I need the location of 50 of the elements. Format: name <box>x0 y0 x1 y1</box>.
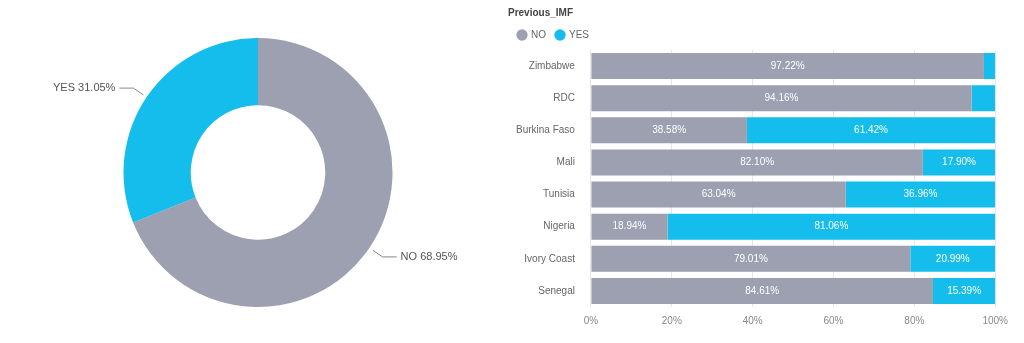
data-label: 97.22% <box>770 59 805 71</box>
bar <box>591 245 911 272</box>
data-label: 82.10% <box>740 156 775 168</box>
x-tick-label: 20% <box>661 314 682 326</box>
slice-label: YES <box>53 81 76 94</box>
y-tick-label: RDC <box>553 91 575 103</box>
bar <box>591 277 933 304</box>
data-label: 81.06% <box>814 220 849 232</box>
data-label: 63.04% <box>701 188 736 200</box>
data-label: 68.95% <box>420 249 458 262</box>
x-tick-label: 60% <box>823 314 844 326</box>
data-label: 17.90% <box>942 156 977 168</box>
bar <box>845 181 996 208</box>
y-tick-label: Zimbabwe <box>528 59 576 71</box>
data-label: 36.96% <box>903 188 938 200</box>
bar <box>910 245 996 272</box>
y-tick-label: Ivory Coast <box>524 252 576 264</box>
data-label: 79.01% <box>733 252 768 264</box>
bar <box>667 213 996 240</box>
data-label: 20.99% <box>935 252 970 264</box>
bar <box>983 53 996 80</box>
x-tick-label: 100% <box>982 314 1009 326</box>
data-label: 94.16% <box>764 91 799 103</box>
y-tick-label: Mali <box>556 156 575 168</box>
bar <box>591 85 972 112</box>
bar <box>591 117 747 144</box>
y-tick-label: Nigeria <box>543 220 576 232</box>
y-tick-label: Senegal <box>538 284 575 296</box>
bar <box>591 181 846 208</box>
data-label: 31.05% <box>78 81 116 94</box>
bar <box>591 53 984 80</box>
x-tick-label: 80% <box>904 314 925 326</box>
y-tick-label: Tunisia <box>543 188 576 200</box>
legend-label: NO <box>531 28 547 40</box>
bar <box>971 85 996 112</box>
x-tick-label: 40% <box>742 314 763 326</box>
legend-title: Previous_IMF <box>508 6 574 18</box>
x-tick-label: 0% <box>583 314 599 326</box>
y-tick-label: Burkina Faso <box>515 124 576 136</box>
bar <box>922 149 996 176</box>
bar <box>746 117 996 144</box>
data-label: 84.61% <box>745 284 780 296</box>
data-label: 61.42% <box>854 124 889 136</box>
data-label: 18.94% <box>612 220 647 232</box>
data-label: 38.58% <box>652 124 687 136</box>
slice-label: NO <box>400 249 418 262</box>
legend-label: YES <box>569 28 590 40</box>
data-label: 15.39% <box>947 284 982 296</box>
bar <box>591 149 923 176</box>
bar <box>591 213 668 240</box>
